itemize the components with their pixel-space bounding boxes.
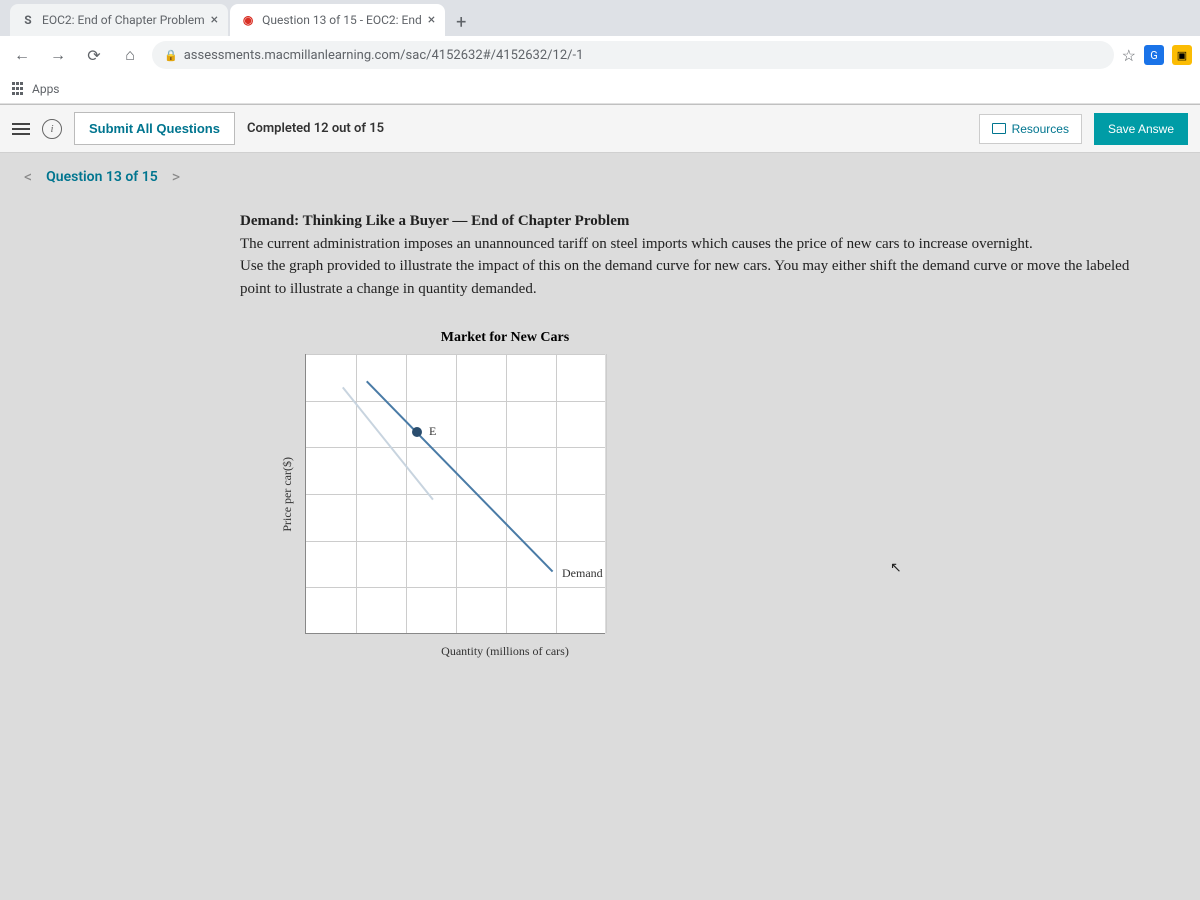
- resources-label: Resources: [1012, 122, 1069, 136]
- browser-tab-0[interactable]: S EOC2: End of Chapter Problem ×: [10, 4, 228, 36]
- save-answer-button[interactable]: Save Answe: [1094, 113, 1188, 145]
- forward-button[interactable]: →: [44, 41, 72, 69]
- grid-line-horizontal: [306, 401, 605, 402]
- url-field[interactable]: 🔒 assessments.macmillanlearning.com/sac/…: [152, 41, 1114, 69]
- demand-label: Demand: [562, 566, 603, 581]
- bookmarks-bar: Apps: [0, 74, 1200, 104]
- demand-line[interactable]: [366, 381, 553, 573]
- address-bar: ← → ⟳ ⌂ 🔒 assessments.macmillanlearning.…: [0, 36, 1200, 74]
- reload-button[interactable]: ⟳: [80, 41, 108, 69]
- grid-line-horizontal: [306, 587, 605, 588]
- question-nav: < Question 13 of 15 >: [0, 153, 1200, 200]
- extension-icon-1[interactable]: G: [1144, 45, 1164, 65]
- prev-question-button[interactable]: <: [20, 167, 36, 186]
- submit-all-button[interactable]: Submit All Questions: [74, 112, 235, 145]
- cursor-icon: ↖: [890, 560, 902, 576]
- lock-icon: 🔒: [164, 49, 178, 62]
- url-text: assessments.macmillanlearning.com/sac/41…: [184, 48, 584, 63]
- completed-status: Completed 12 out of 15: [247, 121, 384, 136]
- x-axis-label: Quantity (millions of cars): [310, 644, 700, 659]
- problem-title: Demand: Thinking Like a Buyer — End of C…: [240, 213, 629, 229]
- tab-favicon-1: ◉: [240, 12, 256, 28]
- tab-favicon-0: S: [20, 12, 36, 28]
- plot-area[interactable]: E Demand: [305, 354, 605, 634]
- grid-line-vertical: [606, 354, 607, 633]
- grid-line-horizontal: [306, 541, 605, 542]
- chart-container: Market for New Cars Price per car($) E De…: [280, 330, 700, 659]
- apps-grid-icon[interactable]: [12, 82, 26, 96]
- point-e-label: E: [429, 424, 436, 439]
- new-tab-button[interactable]: +: [447, 8, 475, 36]
- grid-line-horizontal: [306, 447, 605, 448]
- extension-icon-2[interactable]: ▣: [1172, 45, 1192, 65]
- point-e[interactable]: [412, 427, 422, 437]
- content-area: Demand: Thinking Like a Buyer — End of C…: [0, 200, 1200, 679]
- hamburger-menu-icon[interactable]: [12, 123, 30, 135]
- tab-close-1[interactable]: ×: [428, 12, 435, 28]
- chart-title: Market for New Cars: [310, 330, 700, 346]
- app-toolbar: i Submit All Questions Completed 12 out …: [0, 105, 1200, 153]
- home-button[interactable]: ⌂: [116, 41, 144, 69]
- tab-bar: S EOC2: End of Chapter Problem × ◉ Quest…: [0, 0, 1200, 36]
- apps-label[interactable]: Apps: [32, 82, 60, 96]
- tab-title-0: EOC2: End of Chapter Problem: [42, 13, 205, 27]
- next-question-button[interactable]: >: [168, 167, 184, 186]
- browser-chrome: S EOC2: End of Chapter Problem × ◉ Quest…: [0, 0, 1200, 105]
- bookmark-star-icon[interactable]: ☆: [1122, 46, 1136, 65]
- problem-paragraph-1: The current administration imposes an un…: [240, 236, 1033, 252]
- browser-tab-1[interactable]: ◉ Question 13 of 15 - EOC2: End ×: [230, 4, 445, 36]
- question-number-label: Question 13 of 15: [46, 169, 158, 185]
- grid-line-horizontal: [306, 494, 605, 495]
- back-button[interactable]: ←: [8, 41, 36, 69]
- tab-close-0[interactable]: ×: [211, 12, 218, 28]
- y-axis-label: Price per car($): [280, 457, 295, 532]
- info-icon[interactable]: i: [42, 119, 62, 139]
- problem-paragraph-2: Use the graph provided to illustrate the…: [240, 258, 1129, 297]
- grid-line-horizontal: [306, 354, 605, 355]
- resources-button[interactable]: Resources: [979, 114, 1082, 144]
- tab-title-1: Question 13 of 15 - EOC2: End: [262, 13, 422, 27]
- folder-icon: [992, 123, 1006, 134]
- problem-text: Demand: Thinking Like a Buyer — End of C…: [240, 210, 1140, 300]
